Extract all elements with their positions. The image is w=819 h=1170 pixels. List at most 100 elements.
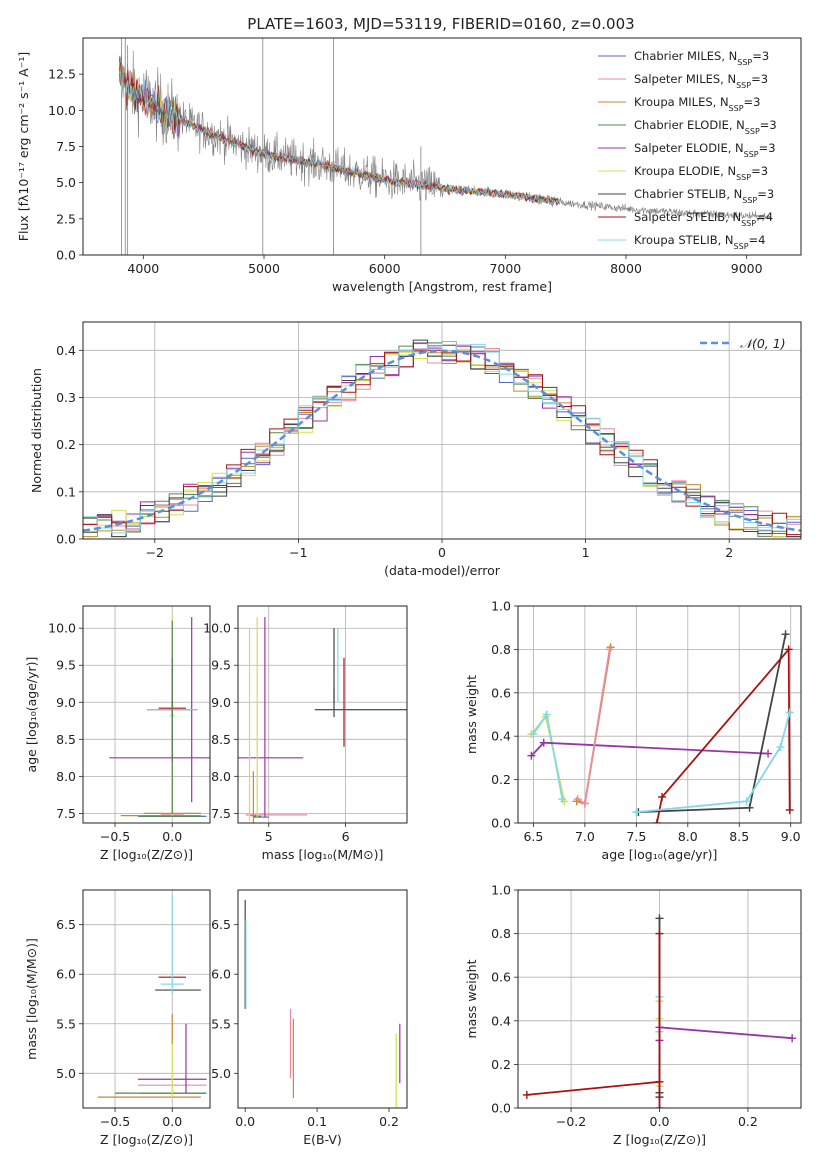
plot-area bbox=[522, 914, 797, 1108]
axes-frame bbox=[82, 889, 211, 1109]
y-tick-label: 0.0 bbox=[491, 1101, 511, 1116]
y-tick-label: 10.0 bbox=[48, 621, 76, 636]
model-spectrum-7 bbox=[118, 62, 560, 206]
legend-nssp-value: =3 bbox=[751, 72, 768, 86]
plot-area bbox=[527, 630, 794, 823]
y-tick-label: 9.0 bbox=[56, 695, 76, 710]
y-axis-label: Flux [fλ10⁻¹⁷ erg cm⁻² s⁻¹ A⁻¹] bbox=[16, 52, 31, 241]
x-tick-label: 5000 bbox=[248, 261, 280, 276]
x-tick-label: −0.5 bbox=[100, 1114, 130, 1129]
weight-marker-2-2 bbox=[764, 749, 773, 758]
legend-model-name: Kroupa MILES, N bbox=[634, 95, 729, 109]
model-spectrum-8 bbox=[118, 64, 560, 205]
x-tick-label: 7.5 bbox=[626, 829, 646, 844]
y-tick-label: 9.5 bbox=[211, 658, 231, 673]
x-tick-label: 9000 bbox=[731, 261, 763, 276]
grid-lines bbox=[518, 605, 801, 824]
plot-area bbox=[97, 894, 207, 1099]
legend-model-name: Salpeter MILES, N bbox=[634, 72, 736, 86]
weight-marker-4-2 bbox=[605, 645, 614, 654]
ticks: 0.0 0.1 0.2 5.0 5.5 6.0 6.5 bbox=[211, 917, 399, 1129]
legend-nssp-value: =3 bbox=[744, 95, 761, 109]
weight-marker-4-2 bbox=[655, 929, 664, 938]
legend-subscript: SSP bbox=[744, 150, 759, 159]
y-tick-label: 0.8 bbox=[491, 926, 511, 941]
legend-entry-4: Salpeter ELODIE, NSSP=3 bbox=[634, 141, 776, 159]
panel-age_vs_mass: 5 6 7.5 8.0 8.5 9.0 9.5 10.0 mass [log₁₀(M/M⊙)] bbox=[203, 605, 408, 862]
panel-spectrum: 4000 5000 6000 7000 8000 9000 0.0 2.5 5.0 7.5 10.0… bbox=[16, 37, 802, 294]
x-tick-label: 7.0 bbox=[575, 829, 595, 844]
weight-marker-4-0 bbox=[522, 1090, 531, 1099]
x-tick-label: 2 bbox=[725, 545, 733, 560]
weight-series-3 bbox=[658, 1026, 793, 1041]
x-tick-label: 0 bbox=[438, 545, 446, 560]
plot-area bbox=[238, 617, 407, 823]
y-tick-label: 0.6 bbox=[491, 685, 511, 700]
ticks: −0.5 0.0 5.0 5.5 6.0 6.5 bbox=[56, 917, 182, 1129]
legend-model-name: Salpeter STELIB, N bbox=[634, 210, 741, 224]
y-tick-label: 9.0 bbox=[211, 695, 231, 710]
x-axis-label: Z [log₁₀(Z/Z⊙)] bbox=[100, 847, 193, 862]
y-tick-label: 0.3 bbox=[56, 390, 76, 405]
x-axis-label: Z [log₁₀(Z/Z⊙)] bbox=[613, 1132, 706, 1147]
weight-marker-2-2 bbox=[655, 914, 664, 923]
y-tick-label: 0.0 bbox=[56, 248, 76, 263]
y-tick-label: 0.8 bbox=[491, 642, 511, 657]
y-tick-label: 8.0 bbox=[56, 769, 76, 784]
legend-subscript: SSP bbox=[736, 81, 751, 90]
y-axis-label: mass weight bbox=[464, 675, 479, 754]
plot-area bbox=[83, 339, 801, 538]
x-tick-label: 8.5 bbox=[729, 829, 749, 844]
x-tick-label: 0.2 bbox=[379, 1114, 399, 1129]
model-spectrum-2 bbox=[118, 65, 560, 206]
panel-residuals: −2 −1 0 1 2 0.0 0.1 0.2 0.3 0.4 (data-model)/error… bbox=[29, 321, 802, 578]
axes-frame bbox=[517, 605, 802, 824]
legend-entry-0: Chabrier MILES, NSSP=3 bbox=[634, 49, 769, 67]
model-spectrum-1 bbox=[118, 67, 560, 205]
y-tick-label: 6.5 bbox=[56, 917, 76, 932]
panel-age_vs_Z: −0.5 0.0 7.5 8.0 8.5 9.0 9.5 10.0 Z [log₁₀(Z/Z⊙)… bbox=[24, 605, 211, 862]
weight-marker-1-1 bbox=[542, 710, 551, 719]
model-spectrum-0 bbox=[118, 68, 560, 208]
errorbar-point-2 bbox=[249, 771, 258, 823]
x-tick-label: 0.0 bbox=[650, 1114, 670, 1129]
x-tick-label: −1 bbox=[289, 545, 307, 560]
legend-nssp-value: =4 bbox=[756, 210, 773, 224]
y-tick-label: 7.5 bbox=[211, 806, 231, 821]
y-tick-label: 5.0 bbox=[56, 1066, 76, 1081]
residual-histogram-6 bbox=[83, 339, 801, 538]
y-tick-label: 7.5 bbox=[56, 139, 76, 154]
legend-subscript: SSP bbox=[742, 196, 757, 205]
weight-marker-1-2 bbox=[558, 795, 567, 804]
legend-model-name: Chabrier STELIB, N bbox=[634, 187, 742, 201]
x-axis-label: wavelength [Angstrom, rest frame] bbox=[332, 279, 552, 294]
legend-model-name: Kroupa STELIB, N bbox=[634, 233, 734, 247]
ticks: 6.5 7.0 7.5 8.0 8.5 9.0 0.0 0.2 0.4 0.6 0.8 1.0 bbox=[491, 599, 801, 845]
y-tick-label: 9.5 bbox=[56, 658, 76, 673]
weight-series-2 bbox=[530, 741, 769, 757]
y-tick-label: 0.4 bbox=[491, 729, 511, 744]
weight-series-5 bbox=[638, 634, 787, 813]
y-tick-label: 2.5 bbox=[56, 211, 76, 226]
y-tick-label: 5.0 bbox=[211, 1066, 231, 1081]
grid-lines bbox=[83, 890, 210, 1108]
x-axis-label: age [log₁₀(age/yr)] bbox=[602, 847, 718, 862]
ticks: −0.5 0.0 7.5 8.0 8.5 9.0 9.5 10.0 bbox=[48, 621, 182, 844]
x-tick-label: 6 bbox=[342, 829, 350, 844]
weight-marker-6-0 bbox=[652, 819, 661, 823]
y-tick-label: 10.0 bbox=[48, 103, 76, 118]
ticks: 5 6 7.5 8.0 8.5 9.0 9.5 10.0 bbox=[203, 621, 349, 844]
weight-marker-7-2 bbox=[776, 743, 785, 752]
legend-entry-2: Kroupa MILES, NSSP=3 bbox=[634, 95, 760, 113]
grid-lines bbox=[83, 606, 210, 823]
y-tick-label: 7.5 bbox=[56, 806, 76, 821]
y-axis-label: mass [log₁₀(M/M⊙)] bbox=[24, 938, 39, 1060]
y-tick-label: 6.0 bbox=[56, 967, 76, 982]
weight-series-4 bbox=[526, 933, 661, 1108]
weight-marker-5-2 bbox=[781, 630, 790, 639]
y-tick-label: 6.5 bbox=[211, 917, 231, 932]
panel-weight_vs_age: 6.5 7.0 7.5 8.0 8.5 9.0 0.0 0.2 0.4 0.6 0.8 1.0 age … bbox=[464, 599, 802, 862]
weight-marker-7-0 bbox=[632, 808, 641, 817]
weight-marker-6-2 bbox=[784, 645, 793, 654]
